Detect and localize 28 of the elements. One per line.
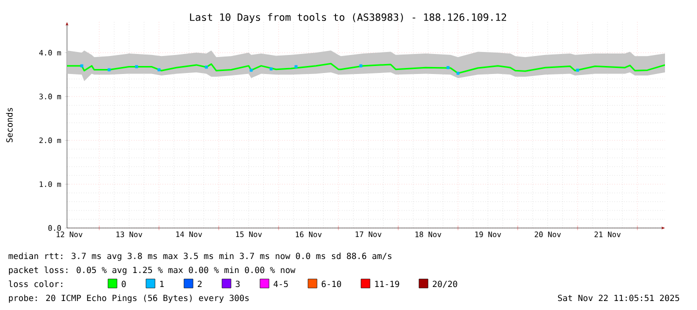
point [270, 67, 273, 70]
text: probe: 20 ICMP Echo Pings (56 Bytes) every 300s [8, 294, 249, 303]
line-series [67, 62, 666, 74]
point [250, 68, 253, 72]
legend-label: 2 [198, 280, 202, 287]
text: packet loss: 0.05 % avg 1.25 % max 0.00 % min 0.00 % now [8, 266, 296, 275]
point [108, 68, 111, 72]
point [204, 66, 208, 69]
text: Sat Nov 22 11:05:51 2025 [558, 294, 680, 302]
legend-label: 1 [160, 280, 164, 287]
point [157, 68, 160, 72]
legend-label: 0 [122, 280, 126, 288]
point [456, 72, 460, 75]
point [80, 64, 84, 68]
point [294, 65, 298, 68]
chart-title: Last 10 Days from tools to (AS38983) - 188.126.109.12 [190, 13, 506, 23]
legend-label: 4-5 [274, 280, 288, 288]
point [576, 68, 580, 72]
legend-label: 6-10 [322, 280, 342, 288]
text: median rtt: 3.7 ms avg 3.8 ms max 3.5 ms min 3.7 ms now 0.0 ms sd 88.6 am/s [8, 252, 392, 261]
y-axis-title: Seconds [6, 108, 13, 142]
legend-title: loss color: [8, 280, 62, 288]
legend-label: 3 [236, 280, 240, 288]
point [446, 66, 450, 70]
point [359, 64, 362, 68]
point [135, 65, 138, 68]
legend-label: 20/20 [432, 280, 458, 288]
legend-label: 11-19 [375, 280, 400, 288]
